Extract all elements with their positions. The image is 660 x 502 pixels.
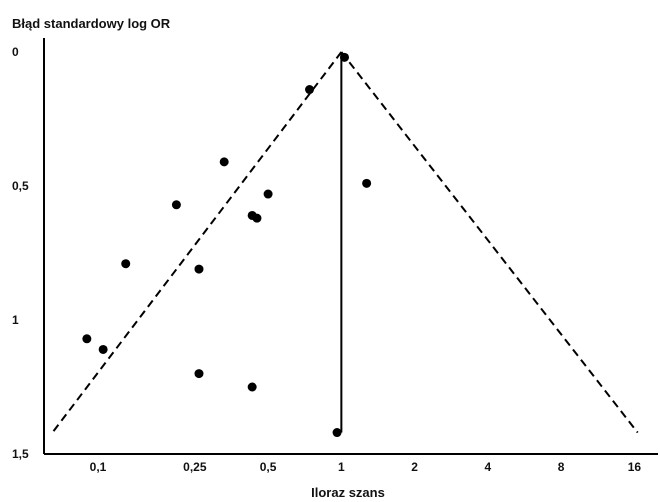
- x-axis-title: Iloraz szans: [311, 485, 385, 500]
- x-tick-labels: 0,1 0,25 0,5 1 2 4 8 16: [90, 460, 642, 474]
- y-tick-label: 0,5: [12, 179, 29, 193]
- data-point-15: [332, 428, 342, 438]
- y-tick-label: 1,5: [12, 447, 29, 461]
- x-tick-label: 0,5: [260, 460, 277, 474]
- data-point-14: [247, 382, 257, 392]
- x-tick-label: 2: [411, 460, 418, 474]
- x-tick-label: 0,1: [90, 460, 107, 474]
- data-point-5: [263, 189, 273, 199]
- funnel-right-line: [340, 51, 639, 434]
- data-point-4: [362, 178, 372, 188]
- data-point-2: [305, 85, 315, 95]
- y-tick-label: 0: [12, 45, 19, 59]
- funnel-lines: [51, 51, 639, 434]
- x-tick-label: 0,25: [183, 460, 207, 474]
- data-point-12: [98, 344, 108, 354]
- x-tick-label: 8: [558, 460, 565, 474]
- x-tick-label: 1: [338, 460, 345, 474]
- y-axis-title: Błąd standardowy log OR: [12, 16, 171, 31]
- data-point-10: [194, 264, 204, 274]
- x-tick-label: 4: [485, 460, 492, 474]
- y-tick-label: 1: [12, 313, 19, 327]
- data-point-9: [121, 259, 131, 269]
- y-tick-labels: 0 0,5 1 1,5: [12, 45, 29, 461]
- data-point-13: [194, 369, 204, 379]
- data-point-1: [339, 52, 349, 62]
- data-point-6: [171, 200, 181, 210]
- funnel-left-line: [51, 51, 343, 434]
- data-point-3: [219, 157, 229, 167]
- data-point-11: [82, 334, 92, 344]
- x-tick-label: 16: [628, 460, 642, 474]
- data-point-8: [252, 213, 262, 223]
- axes: [43, 38, 658, 455]
- data-points: [82, 52, 372, 438]
